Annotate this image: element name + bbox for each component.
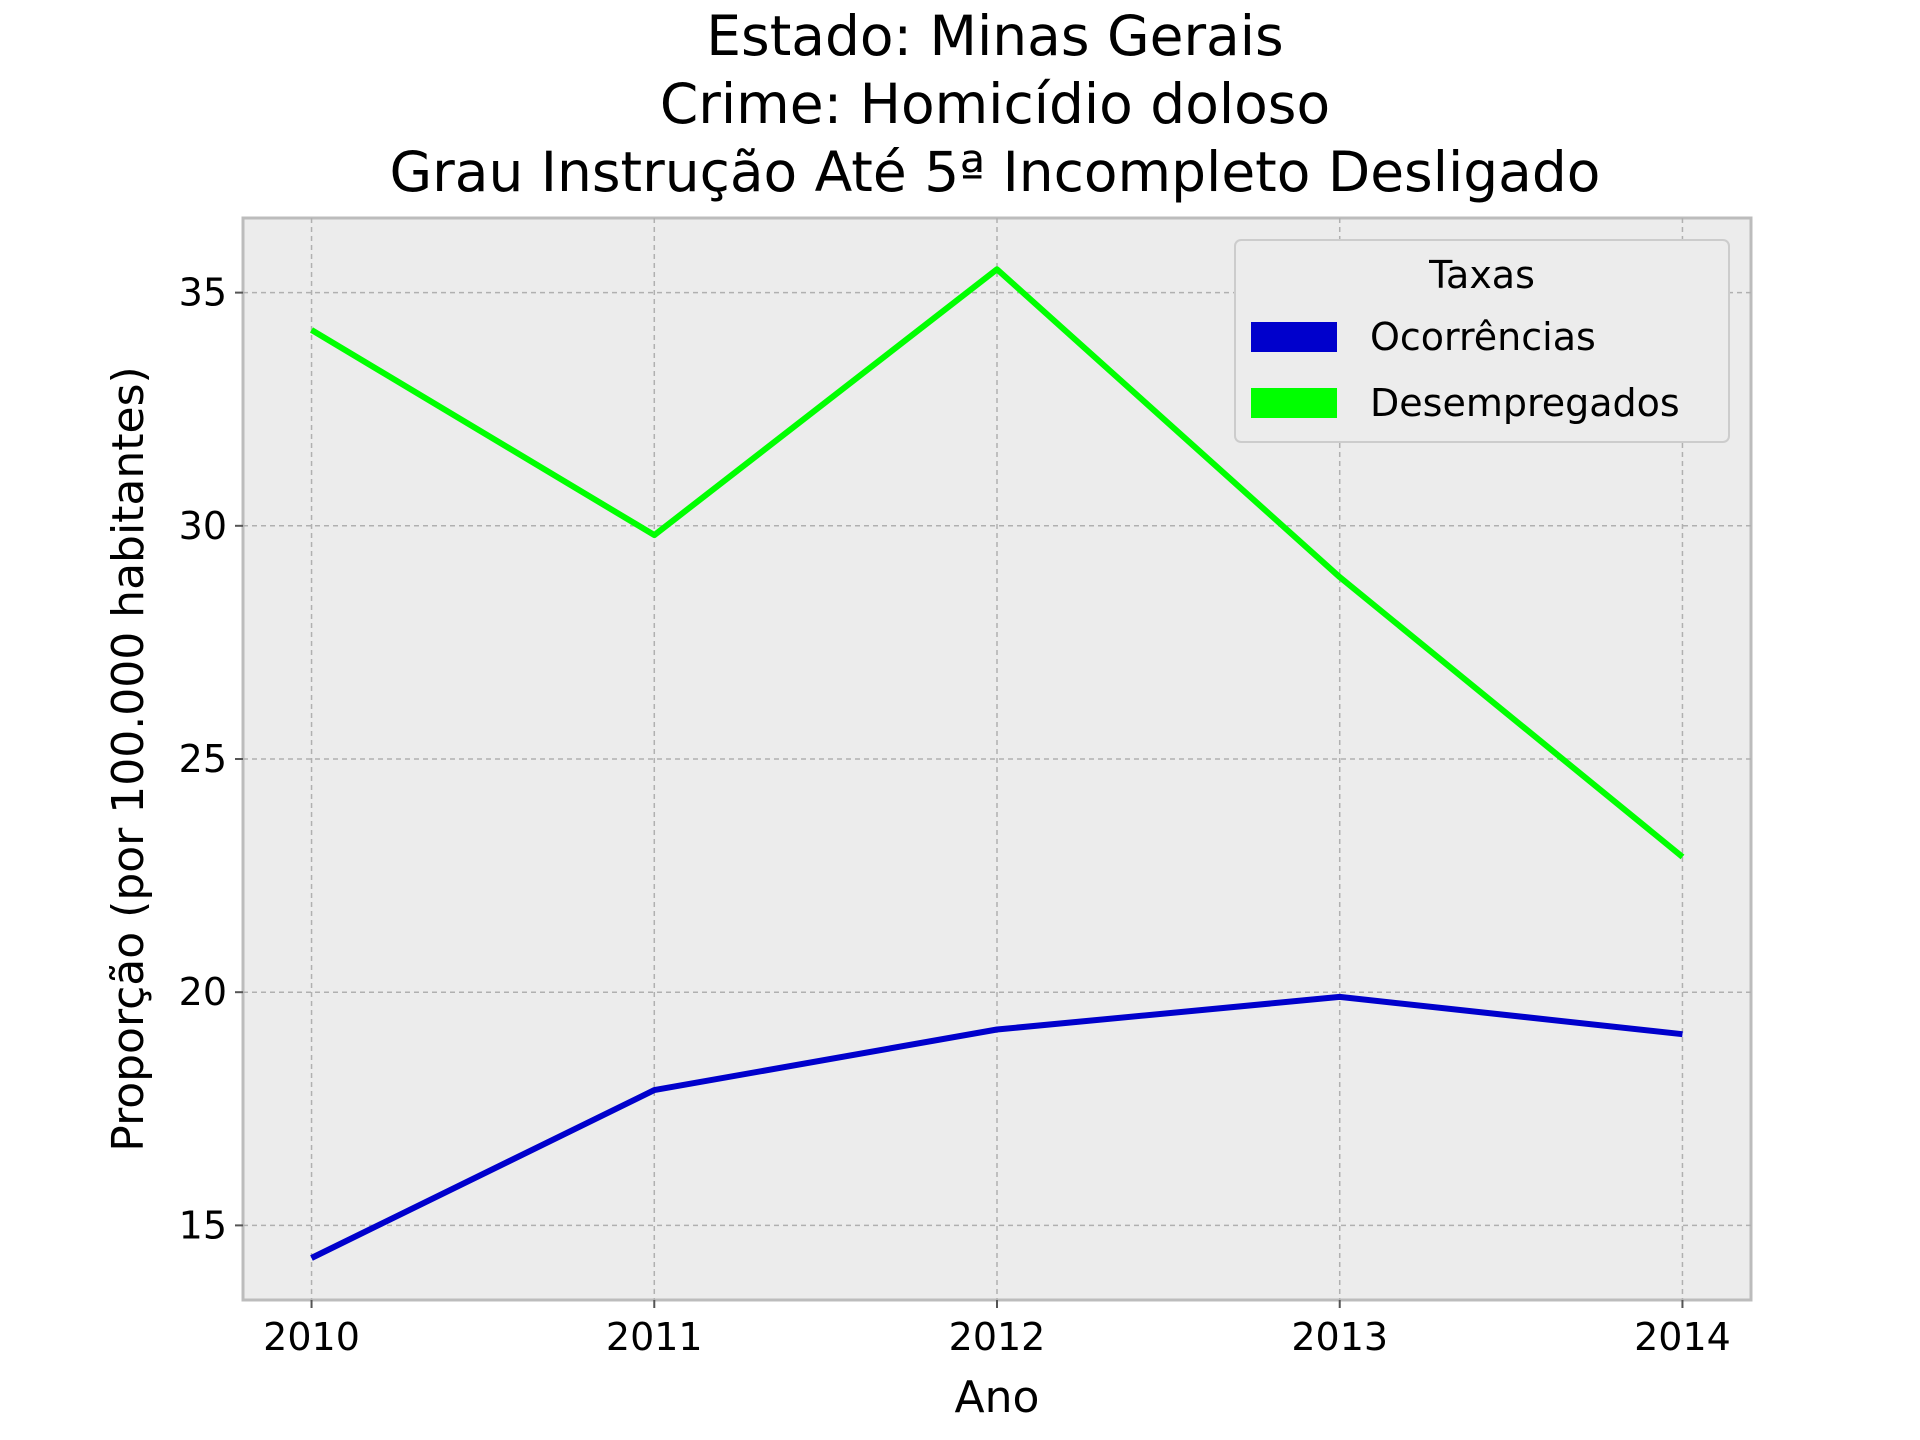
legend-label-2: Desempregados (1370, 381, 1680, 425)
y-tick-label: 25 (179, 737, 227, 781)
x-tick-label: 2014 (1634, 1315, 1731, 1359)
x-tick-label: 2012 (949, 1315, 1046, 1359)
legend-entries: Ocorrências Desempregados (1251, 315, 1680, 425)
title-line-3: Grau Instrução Até 5ª Incompleto Desliga… (390, 140, 1601, 204)
legend-box (1234, 239, 1730, 443)
y-axis-label: Proporção (por 100.000 habitantes) (103, 366, 154, 1151)
y-tick-label: 15 (179, 1203, 227, 1247)
title-line-1: Estado: Minas Gerais (706, 4, 1283, 68)
y-axis-ticks: 15 20 25 30 35 (179, 271, 243, 1247)
x-tick-label: 2011 (606, 1315, 703, 1359)
chart-title: Estado: Minas Gerais Crime: Homicídio do… (390, 4, 1601, 204)
legend: Taxas Ocorrências Desempregados (1234, 239, 1730, 443)
legend-swatch-1 (1251, 322, 1337, 352)
series-line-2 (309, 266, 1685, 860)
series-lines (309, 266, 1685, 1261)
legend-title: Taxas (1428, 253, 1535, 297)
x-axis-ticks: 2010 2011 2012 2013 2014 (263, 1300, 1731, 1359)
legend-swatch-2 (1251, 388, 1337, 418)
x-tick-label: 2010 (263, 1315, 360, 1359)
legend-label-1: Ocorrências (1370, 315, 1596, 359)
x-tick-label: 2013 (1291, 1315, 1388, 1359)
y-tick-label: 20 (179, 970, 227, 1014)
x-axis-label: Ano (955, 1372, 1040, 1423)
y-tick-label: 35 (179, 271, 227, 315)
title-line-2: Crime: Homicídio doloso (660, 72, 1330, 136)
y-tick-label: 30 (179, 504, 227, 548)
series-line-1 (310, 993, 1683, 1261)
